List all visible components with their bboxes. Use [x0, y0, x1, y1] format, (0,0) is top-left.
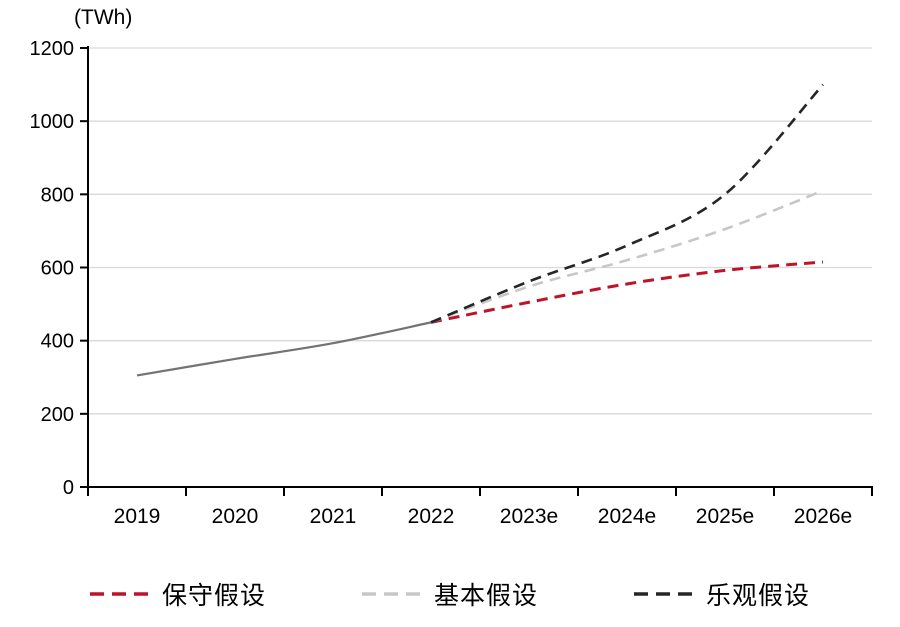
x-tick-label: 2025e — [696, 505, 754, 528]
series-line-0 — [430, 260, 824, 324]
legend-label-base: 基本假设 — [433, 582, 538, 610]
x-tick-label: 2024e — [598, 505, 656, 528]
historical-line — [136, 321, 432, 377]
y-tick-label: 800 — [41, 184, 74, 206]
legend-label-conservative: 保守假设 — [161, 582, 266, 610]
legend-label-optimistic: 乐观假设 — [706, 582, 811, 610]
conservative-dash-swatch — [89, 592, 148, 596]
legend-item-conservative: 保守假设 — [89, 576, 266, 612]
optimistic-dash-swatch — [634, 592, 692, 596]
y-tick-label: 0 — [63, 477, 74, 499]
y-tick-label: 200 — [41, 404, 74, 426]
series-line-1 — [430, 189, 824, 324]
chart-canvas: 0 200 400 600 800 1000 1200 2019 2020 2021 2022 202… — [30, 38, 873, 528]
y-tick-label: 400 — [41, 331, 74, 353]
y-tick-label: 1000 — [30, 111, 75, 133]
x-tick-label: 2021 — [310, 505, 357, 528]
y-axis-unit-label: (TWh) — [74, 6, 133, 29]
x-tick-label: 2020 — [212, 505, 259, 528]
y-tick-label: 600 — [41, 258, 74, 280]
base-dash-swatch — [361, 592, 420, 596]
x-tick-label: 2026e — [794, 505, 852, 528]
x-tick-label: 2022 — [408, 505, 455, 528]
legend-item-optimistic: 乐观假设 — [634, 576, 810, 612]
x-tick-label: 2023e — [500, 505, 558, 528]
x-tick-label: 2019 — [114, 505, 161, 528]
chart-legend: 保守假设 基本假设 乐观假设 — [0, 576, 900, 612]
y-tick-label: 1200 — [30, 38, 75, 60]
legend-item-base: 基本假设 — [361, 576, 538, 612]
series-line-2 — [430, 83, 824, 324]
